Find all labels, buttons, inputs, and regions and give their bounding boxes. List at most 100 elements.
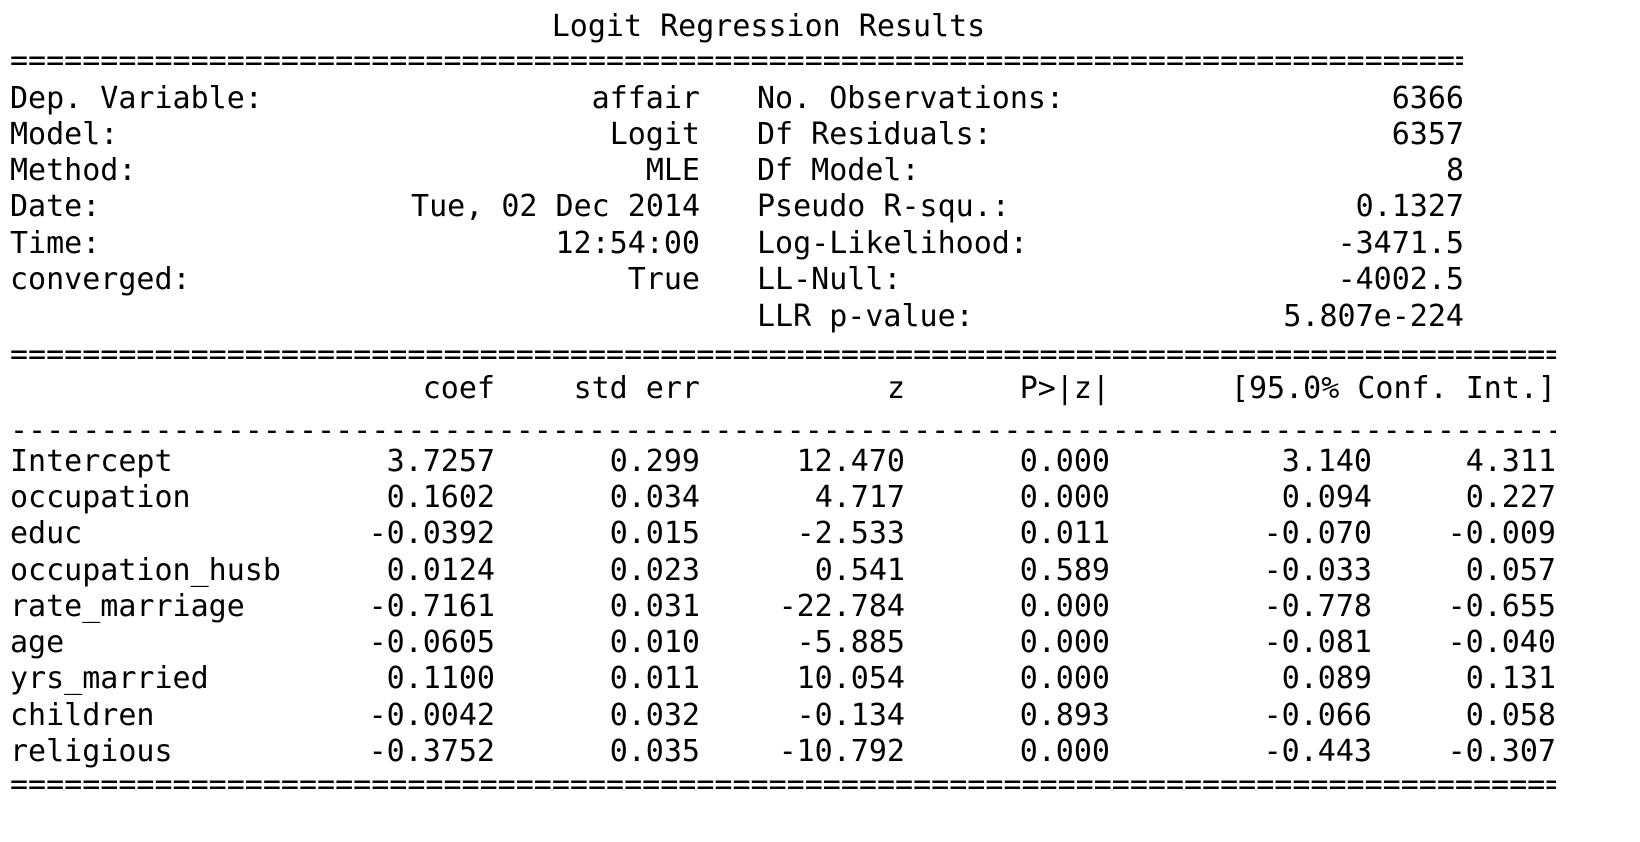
cell-ci-low: 0.094 xyxy=(1281,480,1372,515)
row-variable-name: Intercept xyxy=(10,444,173,479)
cell-coef: -0.0392 xyxy=(368,516,495,551)
column-header-z: z xyxy=(886,371,905,406)
info-value: 0.1327 xyxy=(1355,189,1464,224)
info-value: Logit xyxy=(609,117,700,152)
cell-ci-high: 0.058 xyxy=(1465,698,1556,733)
info-value: 8 xyxy=(1445,153,1464,188)
page-title: Logit Regression Results xyxy=(551,9,986,44)
info-label: Log-Likelihood: xyxy=(757,226,1028,261)
cell-p-value: 0.000 xyxy=(1019,444,1110,479)
info-label: converged: xyxy=(10,262,191,297)
cell-std-err: 0.031 xyxy=(609,589,700,624)
cell-std-err: 0.011 xyxy=(609,661,700,696)
info-value: affair xyxy=(591,81,700,116)
cell-p-value: 0.589 xyxy=(1019,553,1110,588)
info-label: Method: xyxy=(10,153,137,188)
cell-coef: -0.0042 xyxy=(368,698,495,733)
cell-coef: 3.7257 xyxy=(386,444,495,479)
info-value: -4002.5 xyxy=(1337,262,1464,297)
column-header-conf-int: [95.0% Conf. Int.] xyxy=(1230,371,1556,406)
cell-ci-high: -0.009 xyxy=(1447,516,1556,551)
cell-coef: 0.0124 xyxy=(386,553,495,588)
column-header-coef: coef xyxy=(422,371,495,406)
cell-z: 10.054 xyxy=(796,661,905,696)
row-variable-name: educ xyxy=(10,516,83,551)
info-label: Dep. Variable: xyxy=(10,81,263,116)
cell-std-err: 0.023 xyxy=(609,553,700,588)
cell-p-value: 0.000 xyxy=(1019,661,1110,696)
cell-ci-low: -0.070 xyxy=(1263,516,1372,551)
row-variable-name: children xyxy=(10,698,155,733)
info-label: Model: xyxy=(10,117,119,152)
cell-z: -5.885 xyxy=(796,625,905,660)
info-label: Df Residuals: xyxy=(757,117,992,152)
cell-p-value: 0.000 xyxy=(1019,589,1110,624)
cell-p-value: 0.011 xyxy=(1019,516,1110,551)
cell-ci-low: -0.443 xyxy=(1263,734,1372,769)
info-value: True xyxy=(627,262,700,297)
cell-p-value: 0.000 xyxy=(1019,734,1110,769)
cell-std-err: 0.034 xyxy=(609,480,700,515)
info-label: Date: xyxy=(10,189,101,224)
info-label: LLR p-value: xyxy=(757,299,974,334)
cell-z: 0.541 xyxy=(814,553,905,588)
cell-std-err: 0.010 xyxy=(609,625,700,660)
info-label: Pseudo R-squ.: xyxy=(757,189,1010,224)
row-variable-name: rate_marriage xyxy=(10,589,245,624)
row-variable-name: age xyxy=(10,625,65,660)
cell-z: 12.470 xyxy=(796,444,905,479)
cell-p-value: 0.893 xyxy=(1019,698,1110,733)
cell-p-value: 0.000 xyxy=(1019,625,1110,660)
cell-ci-high: -0.040 xyxy=(1447,625,1556,660)
info-value: Tue, 02 Dec 2014 xyxy=(411,189,700,224)
info-value: 5.807e-224 xyxy=(1283,299,1464,334)
info-label: Df Model: xyxy=(757,153,920,188)
cell-ci-high: 0.227 xyxy=(1465,480,1556,515)
double-separator-bottom: ========================================… xyxy=(10,770,1556,800)
cell-ci-high: -0.655 xyxy=(1447,589,1556,624)
cell-ci-high: 0.131 xyxy=(1465,661,1556,696)
double-separator-middle: ========================================… xyxy=(10,340,1556,370)
cell-coef: -0.7161 xyxy=(368,589,495,624)
cell-std-err: 0.035 xyxy=(609,734,700,769)
info-label: LL-Null: xyxy=(757,262,902,297)
row-variable-name: religious xyxy=(10,734,173,769)
info-value: 12:54:00 xyxy=(555,226,701,261)
row-variable-name: occupation_husb xyxy=(10,553,281,588)
cell-ci-low: -0.778 xyxy=(1263,589,1372,624)
row-variable-name: yrs_married xyxy=(10,661,209,696)
cell-coef: 0.1602 xyxy=(386,480,495,515)
info-label: Time: xyxy=(10,226,101,261)
cell-z: -0.134 xyxy=(796,698,905,733)
cell-coef: -0.0605 xyxy=(368,625,495,660)
cell-ci-low: 3.140 xyxy=(1281,444,1372,479)
cell-ci-low: -0.033 xyxy=(1263,553,1372,588)
cell-ci-high: -0.307 xyxy=(1447,734,1556,769)
info-value: 6366 xyxy=(1391,81,1464,116)
column-header-p-value: P>|z| xyxy=(1019,371,1110,406)
cell-z: -2.533 xyxy=(796,516,905,551)
column-header-std-err: std err xyxy=(573,371,700,406)
cell-z: 4.717 xyxy=(814,480,905,515)
info-label: No. Observations: xyxy=(757,81,1065,116)
row-variable-name: occupation xyxy=(10,480,191,515)
cell-coef: 0.1100 xyxy=(386,661,495,696)
cell-std-err: 0.299 xyxy=(609,444,700,479)
double-separator-top: ========================================… xyxy=(10,46,1463,76)
cell-z: -10.792 xyxy=(778,734,905,769)
cell-z: -22.784 xyxy=(778,589,905,624)
single-separator: ----------------------------------------… xyxy=(10,416,1556,446)
info-value: -3471.5 xyxy=(1337,226,1464,261)
cell-ci-high: 0.057 xyxy=(1465,553,1556,588)
cell-std-err: 0.015 xyxy=(609,516,700,551)
info-value: 6357 xyxy=(1391,117,1464,152)
cell-coef: -0.3752 xyxy=(368,734,495,769)
info-value: MLE xyxy=(645,153,700,188)
cell-p-value: 0.000 xyxy=(1019,480,1110,515)
cell-ci-low: 0.089 xyxy=(1281,661,1372,696)
cell-std-err: 0.032 xyxy=(609,698,700,733)
cell-ci-high: 4.311 xyxy=(1465,444,1556,479)
cell-ci-low: -0.081 xyxy=(1263,625,1372,660)
cell-ci-low: -0.066 xyxy=(1263,698,1372,733)
